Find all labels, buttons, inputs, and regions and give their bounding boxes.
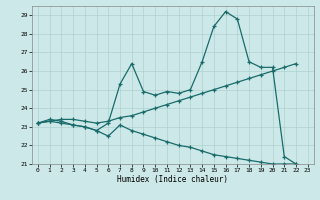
X-axis label: Humidex (Indice chaleur): Humidex (Indice chaleur) bbox=[117, 175, 228, 184]
